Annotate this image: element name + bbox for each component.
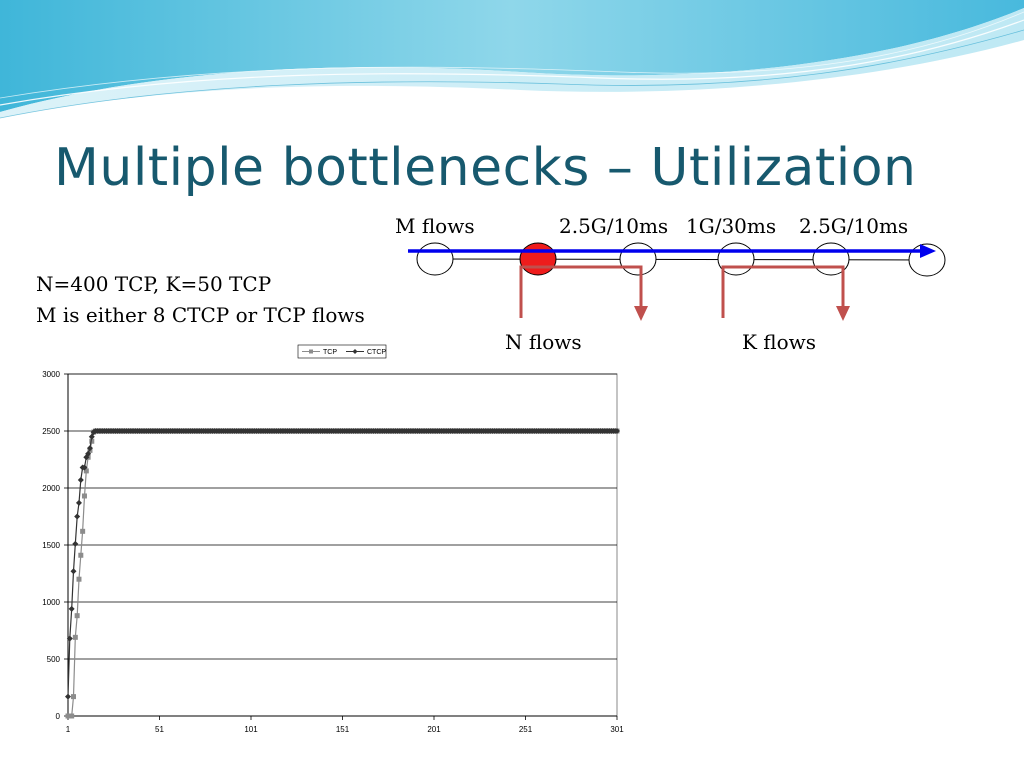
data-point-tcp bbox=[72, 634, 78, 640]
x-tick-label: 101 bbox=[244, 725, 258, 734]
x-tick-label: 151 bbox=[336, 725, 350, 734]
data-point-ctcp bbox=[75, 499, 82, 506]
y-tick-label: 2500 bbox=[42, 427, 60, 436]
chart-legend bbox=[297, 344, 387, 359]
data-point-ctcp bbox=[81, 464, 88, 471]
x-tick-label: 251 bbox=[519, 725, 533, 734]
n-flows-path bbox=[519, 265, 643, 318]
network-diagram: M flows 2.5G/10ms 1G/30ms 2.5G/10ms N fl… bbox=[395, 214, 946, 354]
y-tick-label: 1500 bbox=[42, 541, 60, 550]
k-flows-path bbox=[721, 265, 845, 318]
data-point-ctcp bbox=[72, 540, 79, 547]
x-tick-label: 51 bbox=[155, 725, 164, 734]
data-point-ctcp bbox=[65, 693, 71, 700]
legend-label: TCP bbox=[323, 349, 337, 356]
parameters-note: N=400 TCP, K=50 TCP bbox=[36, 272, 272, 296]
data-point-ctcp bbox=[68, 605, 75, 612]
data-point-tcp bbox=[81, 493, 87, 499]
data-point-ctcp bbox=[612, 428, 619, 434]
data-point-tcp bbox=[89, 438, 95, 444]
data-point-ctcp bbox=[77, 477, 84, 484]
data-point-tcp bbox=[76, 576, 82, 582]
data-point-ctcp bbox=[86, 445, 93, 452]
link-label-3: 2.5G/10ms bbox=[799, 214, 908, 238]
data-point-ctcp bbox=[66, 635, 73, 642]
k-flows-arrowhead-icon bbox=[836, 306, 850, 321]
data-point-tcp bbox=[83, 468, 89, 474]
data-point-ctcp bbox=[85, 450, 92, 457]
data-point-tcp bbox=[74, 613, 80, 619]
data-point-ctcp bbox=[74, 513, 81, 520]
y-tick-label: 500 bbox=[47, 655, 61, 664]
data-point-tcp bbox=[78, 552, 84, 558]
series-line-tcp bbox=[68, 430, 618, 717]
x-tick-label: 201 bbox=[427, 725, 441, 734]
link-label-2: 1G/30ms bbox=[686, 214, 776, 238]
header-waves-decoration bbox=[0, 0, 1024, 119]
n-flows-label: N flows bbox=[505, 330, 582, 354]
link-label-1: 2.5G/10ms bbox=[559, 214, 668, 238]
flows-note: M is either 8 CTCP or TCP flows bbox=[36, 303, 365, 327]
m-flows-label: M flows bbox=[395, 214, 475, 238]
y-tick-label: 0 bbox=[56, 712, 61, 721]
data-point-ctcp bbox=[88, 433, 95, 440]
data-point-ctcp bbox=[70, 568, 77, 575]
slide-title: Multiple bottlenecks – Utilization bbox=[54, 138, 917, 198]
series-line-ctcp bbox=[67, 430, 618, 697]
y-tick-label: 2000 bbox=[42, 484, 60, 493]
x-tick-label: 1 bbox=[66, 725, 71, 734]
data-point-tcp bbox=[80, 528, 86, 534]
x-tick-label: 301 bbox=[610, 725, 624, 734]
legend-marker-icon bbox=[352, 349, 358, 354]
data-point-tcp bbox=[70, 694, 76, 700]
m-flows-arrowhead-icon bbox=[920, 244, 936, 258]
k-flows-label: K flows bbox=[742, 330, 816, 354]
y-tick-label: 1000 bbox=[42, 598, 60, 607]
legend-marker-icon bbox=[309, 349, 313, 354]
data-point-tcp bbox=[69, 713, 75, 719]
n-flows-arrowhead-icon bbox=[634, 306, 648, 321]
y-tick-label: 3000 bbox=[42, 370, 60, 379]
legend-label: CTCP bbox=[367, 349, 386, 356]
